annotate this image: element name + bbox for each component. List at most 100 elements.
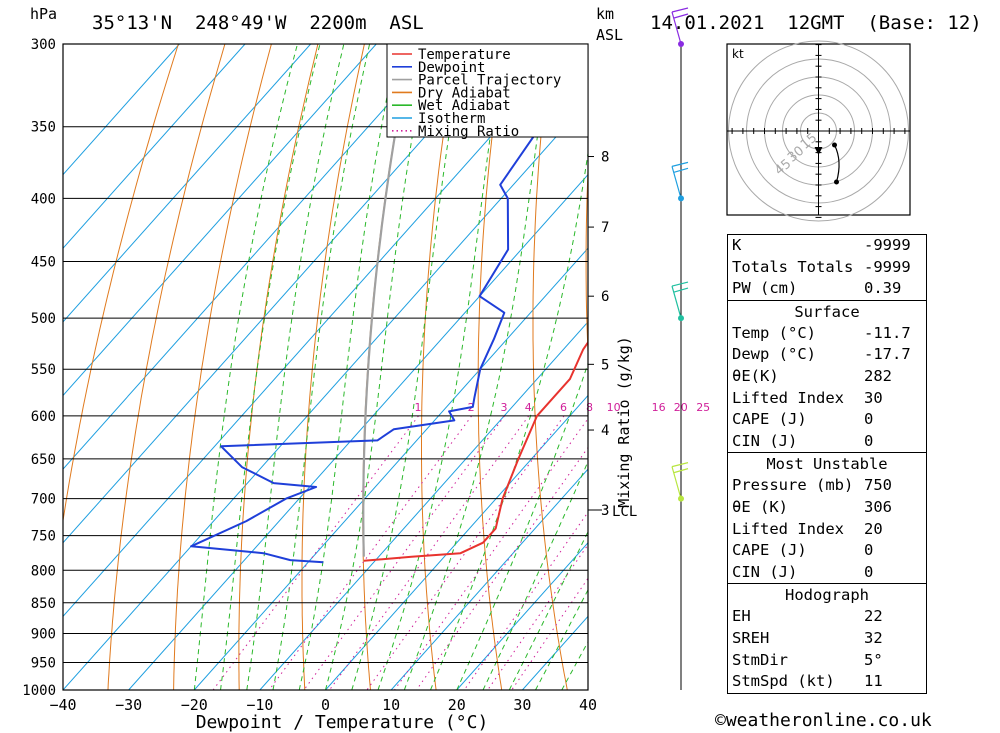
pressure-tick-label: 300 [31,37,56,53]
pressure-tick-label: 850 [31,596,56,612]
pressure-tick-label: 550 [31,362,56,378]
isotherm-line [259,321,588,690]
isotherm-line [63,44,312,323]
legend-entry-label: Isotherm [418,111,485,127]
indices-box: K -9999 Totals Totals -9999 PW (cm) 0.39 [727,234,927,301]
stmdir-row: StmDir 5° [732,650,883,669]
wind-barb-shaft [671,166,682,199]
pressure-tick-label: 950 [31,655,56,671]
temperature-tick-label: −20 [181,696,208,714]
location-title: 35°13'N 248°49'W 2200m ASL [92,12,424,34]
dry-adiabat-line [638,44,699,690]
hodograph-point [832,142,837,148]
wet-adiabat-line [482,460,588,690]
dry-adiabat-line [362,44,412,690]
surface-title: Surface [794,302,860,321]
totals-row: Totals Totals -9999 [732,257,911,276]
storm-motion-marker [814,147,823,155]
profiles [190,44,588,564]
wind-barb-feather [671,7,689,13]
mixing-ratio-line [212,415,419,690]
pressure-tick-label: 650 [31,452,56,468]
mixing-ratio-label: 4 [525,401,532,414]
temperature-tick-label: 30 [513,696,531,714]
surface-temp-row: Temp (°C) -11.7 [732,323,911,342]
mixing-ratio-line [329,415,530,690]
isotherm-line [63,44,443,470]
dry-adiabat-line [969,44,1000,690]
pressure-unit-label: hPa [30,5,58,23]
legend-entry-label: Parcel Trajectory [418,73,561,89]
km-tick-label: 4 [601,423,609,439]
eh-row: EH 22 [732,607,883,626]
datetime-title: 14.01.2021 12GMT (Base: 12) [650,12,982,34]
mixing-ratio-label: 3 [501,401,508,414]
surface-li-row: Lifted Index 30 [732,388,883,407]
isotherm-line [63,44,180,176]
mu-cape-row: CAPE (J) 0 [732,541,874,560]
copyright-text: ©weatheronline.co.uk [715,710,932,731]
surface-cin-row: CIN (J) 0 [732,431,874,450]
wind-barb-feather [673,468,689,474]
wet-adiabat-line [246,44,345,690]
dewpoint-line [190,52,588,564]
dry-adiabat-line [585,160,588,364]
dry-adiabat-line [238,44,319,690]
wind-barb-shaft [671,11,682,45]
hodograph-unit-label: kt [732,47,744,61]
lcl-label: LCL [612,504,637,520]
wind-barb-feather [673,13,689,19]
wind-barb-feather [671,462,689,468]
mu-cin-row: CIN (J) 0 [732,562,874,581]
plot-frame [62,43,589,691]
pressure-tick-label: 700 [31,492,56,508]
wet-adiabat-line [272,44,371,690]
dry-adiabat-line [923,44,1000,690]
km-tick-label: 8 [601,150,609,166]
km-tick-label: 3 [601,503,609,519]
wet-adiabat-line [298,44,399,690]
mu-title: Most Unstable [766,455,888,474]
pressure-tick-label: 400 [31,191,56,207]
hodograph-trace [833,144,840,183]
wind-barb-feather [671,281,689,287]
mu-pressure-row: Pressure (mb) 750 [732,476,892,495]
wet-adiabat-line [508,530,588,690]
pressure-tick-label: 800 [31,563,56,579]
legend-box [386,43,589,138]
sreh-row: SREH 32 [732,628,883,647]
mixing-ratio-line [511,577,588,690]
wet-adiabat-line [377,44,505,690]
temperature-tick-label: 0 [321,696,330,714]
mixing-ratio-label: 25 [696,401,710,414]
mixing-ratio-label: 16 [652,401,666,414]
isotherm-line [325,394,588,690]
x-axis-label: Dewpoint / Temperature (°C) [196,712,489,733]
pw-row: PW (cm) 0.39 [732,279,902,298]
legend-entry-label: Temperature [418,47,511,63]
isotherm-line [128,173,588,690]
km-tick-label: 6 [601,289,609,305]
surface-box: Surface Temp (°C) -11.7 Dewp (°C) -17.7 θE… [727,299,927,454]
mixing-ratio-axis-label: Mixing Ratio (g/kg) [615,336,633,508]
pressure-tick-label: 350 [31,120,56,136]
isotherm-line [390,468,588,690]
temperature-tick-label: −40 [49,696,76,714]
pressure-tick-label: 500 [31,311,56,327]
temperature-tick-label: 10 [382,696,400,714]
mixing-ratio-label: 8 [586,401,593,414]
wind-barb-shaft [671,466,682,499]
mixing-ratio-line [487,543,588,690]
wet-adiabat-line [193,44,298,690]
wet-adiabat-line [535,588,588,690]
temperature-tick-label: 40 [579,696,597,714]
legend-entry-label: Dewpoint [418,60,485,76]
wind-barb-feather [673,167,689,173]
k-index-row: K -9999 [732,236,911,254]
km-tick-label: 7 [601,220,609,236]
wind-barb-feather [673,287,689,293]
mixing-ratio-line [366,415,565,690]
